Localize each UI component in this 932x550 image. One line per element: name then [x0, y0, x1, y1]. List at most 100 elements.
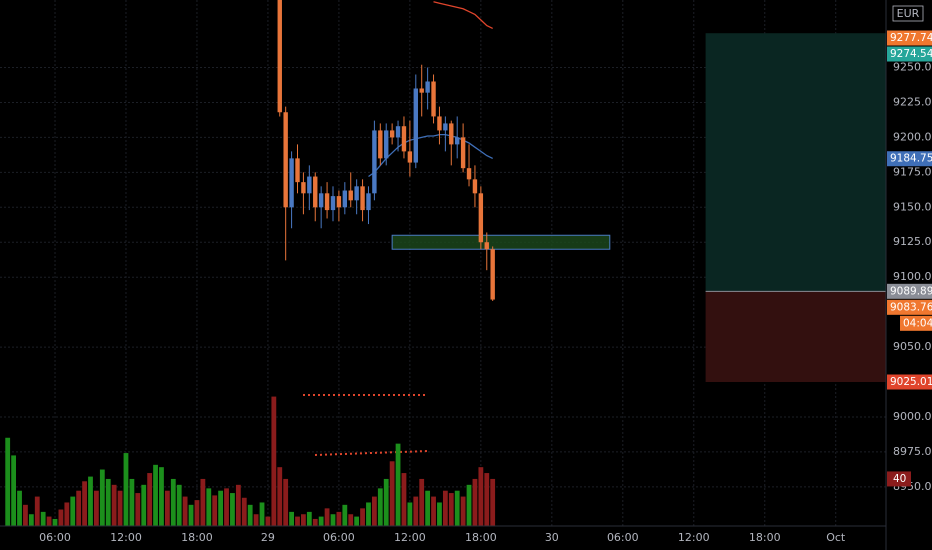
x-tick-label: 30: [545, 531, 559, 544]
candle-body: [277, 0, 282, 113]
price-tag-label: 9277.74: [890, 32, 932, 44]
price-tag-label: 9184.75: [890, 153, 932, 165]
volume-bar: [46, 516, 52, 526]
volume-bar: [431, 496, 436, 526]
volume-bar: [194, 500, 200, 526]
volume-bar: [324, 508, 330, 526]
volume-bar: [188, 504, 194, 526]
candle-body: [407, 151, 413, 163]
volume-bar: [371, 496, 377, 526]
volume-bar: [135, 493, 141, 526]
x-tick-label: 18:00: [749, 531, 781, 544]
volume-bar: [52, 518, 58, 526]
volume-bar: [448, 493, 454, 526]
candle-body: [295, 158, 300, 183]
candle-body: [449, 123, 454, 145]
volume-bar: [94, 490, 99, 526]
volume-bar: [466, 484, 472, 526]
volume-bar: [141, 484, 147, 526]
volume-tag-label: 40: [893, 473, 906, 485]
candle-body: [484, 242, 489, 250]
y-tick-label: 9200.00: [893, 130, 932, 143]
volume-bar: [472, 478, 478, 526]
y-tick-label: 9100.00: [893, 270, 932, 283]
volume-bar: [301, 514, 306, 526]
volume-bar: [377, 488, 383, 526]
volume-bar: [82, 481, 87, 526]
volume-bar: [407, 502, 413, 526]
currency-label: EUR: [897, 7, 920, 20]
candle-body: [425, 81, 430, 93]
volume-bar: [23, 504, 28, 526]
plot-area: [5, 0, 886, 526]
volume-bar: [34, 496, 40, 526]
candle-body: [472, 179, 478, 194]
volume-bar: [306, 511, 312, 526]
volume-bar: [360, 508, 365, 526]
volume-bar: [253, 514, 259, 526]
volume-bar: [348, 514, 354, 526]
candle-body: [460, 137, 466, 169]
candle-body: [307, 176, 312, 194]
moving-average: [433, 1, 493, 29]
x-tick-label: 18:00: [181, 531, 213, 544]
volume-bar: [283, 478, 289, 526]
volume-bar: [212, 495, 218, 526]
volume-bar: [354, 516, 360, 526]
volume-bar: [176, 484, 182, 526]
position-target: [705, 33, 886, 292]
x-tick-label: Oct: [826, 531, 846, 544]
volume-bar: [224, 488, 229, 526]
y-tick-label: 9050.00: [893, 340, 932, 353]
moving-average: [368, 133, 493, 178]
x-tick-label: 06:00: [39, 531, 71, 544]
candle-body: [289, 158, 294, 208]
volume-bar: [182, 496, 188, 526]
x-tick-label: 12:00: [394, 531, 426, 544]
price-tag: [887, 151, 932, 167]
y-tick-label: 8975.00: [893, 445, 932, 458]
zone: [391, 234, 611, 250]
volume-bar: [295, 516, 300, 526]
x-tick-label: 06:00: [607, 531, 639, 544]
x-tick-label: 12:00: [110, 531, 142, 544]
price-tag: [887, 374, 932, 390]
volume-bar: [17, 490, 22, 526]
volume-bar: [395, 443, 401, 526]
volume-bar: [117, 490, 123, 526]
dotted-marker: [314, 450, 429, 456]
candle-body: [419, 88, 424, 93]
volume-bar: [247, 504, 253, 526]
volume-bar: [218, 490, 224, 526]
y-tick-label: 9175.00: [893, 165, 932, 178]
price-tag-label: 9025.01: [890, 376, 932, 388]
volume-bar: [330, 514, 336, 526]
price-tag: [887, 30, 932, 46]
x-tick-label: 12:00: [678, 531, 710, 544]
volume-bar: [235, 484, 241, 526]
volume-bar: [490, 478, 496, 526]
volume-bar: [277, 467, 283, 526]
y-tick-label: 9125.00: [893, 235, 932, 248]
candle-body: [342, 190, 348, 208]
price-tag-label: 9089.89: [890, 285, 932, 297]
y-tick-label: 9000.00: [893, 410, 932, 423]
candle-body: [437, 116, 442, 131]
candle-body: [366, 193, 371, 211]
volume-bar: [28, 514, 34, 526]
volume-bar: [5, 437, 11, 526]
volume-bar: [342, 504, 348, 526]
volume-bar: [383, 478, 389, 526]
x-tick-label: 18:00: [465, 531, 497, 544]
candle-body: [395, 126, 401, 138]
volume-bar: [259, 502, 265, 526]
volume-bar: [336, 511, 342, 526]
volume-bar: [111, 484, 117, 526]
countdown-label: 04:04: [903, 317, 932, 329]
volume-bar: [425, 490, 431, 526]
candle-body: [336, 196, 342, 208]
volume-bar: [271, 396, 277, 526]
x-tick-label: 06:00: [323, 531, 355, 544]
volume-bar: [241, 497, 247, 526]
